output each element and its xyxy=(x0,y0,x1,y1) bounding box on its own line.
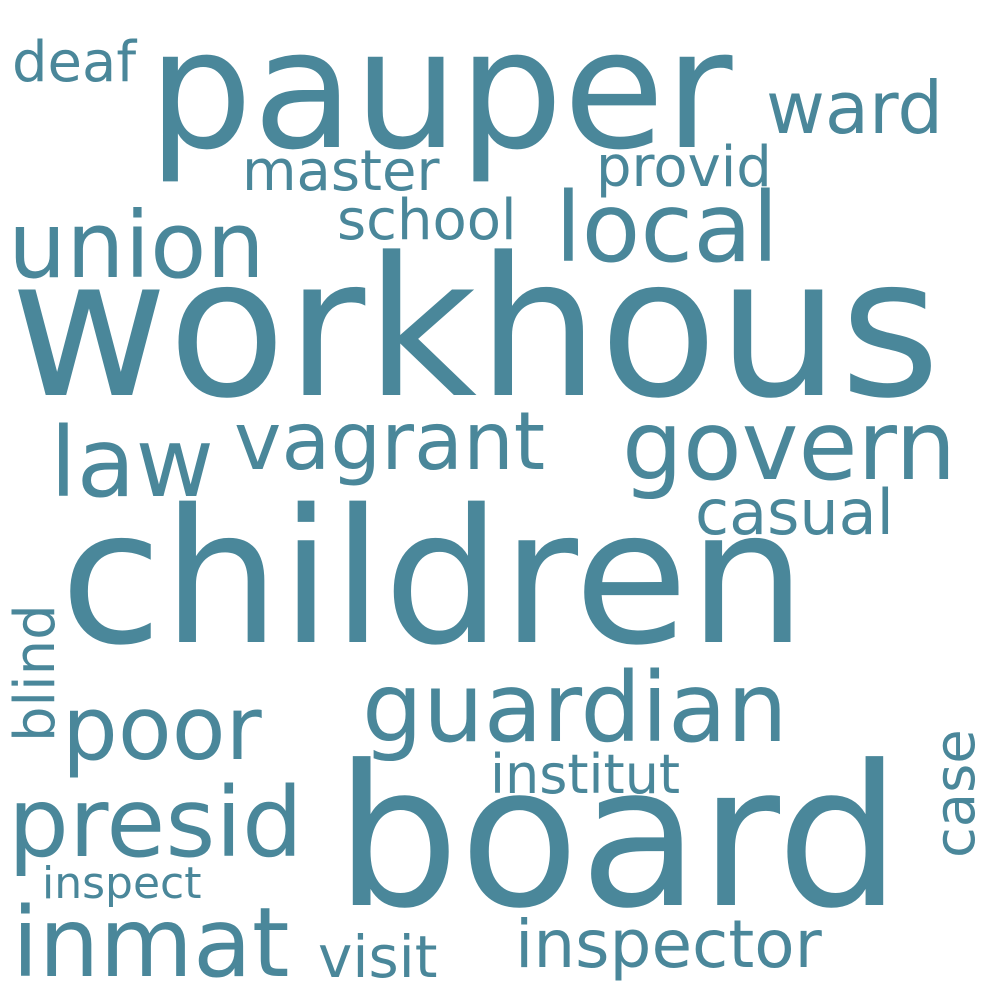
word-visit: visit xyxy=(318,923,438,991)
word-ward: ward xyxy=(766,66,944,150)
word-inmat: inmat xyxy=(12,887,290,999)
word-pauper: pauper xyxy=(148,0,733,186)
word-deaf: deaf xyxy=(12,30,137,95)
word-local: local xyxy=(555,172,779,284)
word-board: board xyxy=(335,724,901,952)
word-children: children xyxy=(60,469,807,686)
word-govern: govern xyxy=(622,390,957,502)
word-case: case xyxy=(923,729,988,858)
word-presid: presid xyxy=(8,767,303,879)
word-school: school xyxy=(337,188,517,253)
word-vagrant: vagrant xyxy=(234,395,546,488)
word-institut: institut xyxy=(490,743,681,806)
word-inspect: inspect xyxy=(42,858,202,909)
word-workhous: workhous xyxy=(10,216,941,441)
word-inspector: inspector xyxy=(515,906,822,983)
word-guardian: guardian xyxy=(362,652,788,764)
word-law: law xyxy=(50,407,215,519)
word-union: union xyxy=(8,192,265,299)
word-poor: poor xyxy=(62,677,262,780)
word-provid: provid xyxy=(596,135,772,200)
word-casual: casual xyxy=(695,476,894,549)
word-blind: blind xyxy=(3,604,68,742)
word-master: master xyxy=(242,139,440,204)
